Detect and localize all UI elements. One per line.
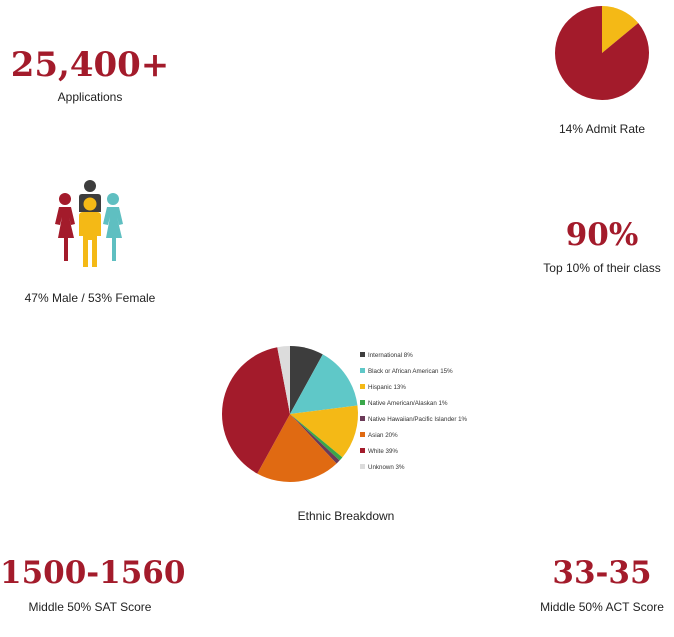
legend-swatch-3: [360, 400, 365, 405]
sat-score-range: 1500-1560: [0, 555, 186, 591]
female-figure-left: [55, 193, 75, 261]
top-class-label: Top 10% of their class: [543, 261, 661, 275]
ethnic-pie-slice-5: [257, 414, 337, 482]
legend-swatch-2: [360, 384, 365, 389]
sat-stat: 1500-1560 Middle 50% SAT Score: [0, 555, 186, 615]
ethnic-pie-slice-1: [290, 354, 358, 414]
act-label: Middle 50% ACT Score: [540, 600, 664, 614]
top-class-percent: 90%: [565, 217, 639, 253]
applications-label: Applications: [57, 90, 123, 104]
legend-label-2: Hispanic 13%: [368, 384, 406, 391]
ethnic-breakdown-label: Ethnic Breakdown: [297, 509, 395, 523]
ethnic-breakdown-legend: International 8% Black or African America…: [360, 352, 468, 471]
admit-pie-slice-1: [555, 6, 649, 100]
ethnic-pie-slice-6: [221, 347, 290, 474]
family-icon: [55, 180, 123, 267]
gender-ratio-label: 47% Male / 53% Female: [24, 291, 156, 305]
legend-swatch-6: [360, 448, 365, 453]
female-figure-right: [103, 193, 123, 261]
ethnic-breakdown-pie-chart: [221, 346, 358, 482]
legend-swatch-1: [360, 368, 365, 373]
legend-label-4: Native Hawaiian/Pacific Islander 1%: [368, 416, 468, 423]
legend-label-0: International 8%: [368, 352, 413, 359]
ethnic-pie-slice-7: [277, 346, 290, 414]
male-figure-front: [79, 197, 101, 267]
top-class-stat: 90% Top 10% of their class: [532, 217, 672, 276]
legend-label-3: Native American/Alaskan 1%: [368, 400, 448, 407]
legend-swatch-4: [360, 416, 365, 421]
ethnic-pie-slice-4: [290, 414, 340, 464]
legend-swatch-5: [360, 432, 365, 437]
legend-swatch-0: [360, 352, 365, 357]
admit-pie-slice-0: [602, 6, 639, 53]
legend-label-6: White 39%: [368, 448, 398, 455]
act-stat: 33-35 Middle 50% ACT Score: [532, 555, 672, 615]
legend-swatch-7: [360, 464, 365, 469]
admit-rate-label: 14% Admit Rate: [558, 122, 646, 136]
legend-label-7: Unknown 3%: [368, 464, 405, 471]
admit-rate-pie-chart: [555, 6, 649, 100]
act-score-range: 33-35: [552, 555, 652, 591]
applications-stat: 25,400+ Applications: [10, 48, 170, 104]
legend-label-5: Asian 20%: [368, 432, 398, 439]
ethnic-pie-slice-3: [290, 414, 343, 461]
legend-label-1: Black or African American 15%: [368, 368, 453, 375]
ethnic-pie-slice-0: [290, 346, 323, 414]
ethnic-pie-slice-2: [290, 405, 358, 458]
applications-count: 25,400+: [10, 45, 170, 85]
sat-label: Middle 50% SAT Score: [28, 600, 152, 614]
